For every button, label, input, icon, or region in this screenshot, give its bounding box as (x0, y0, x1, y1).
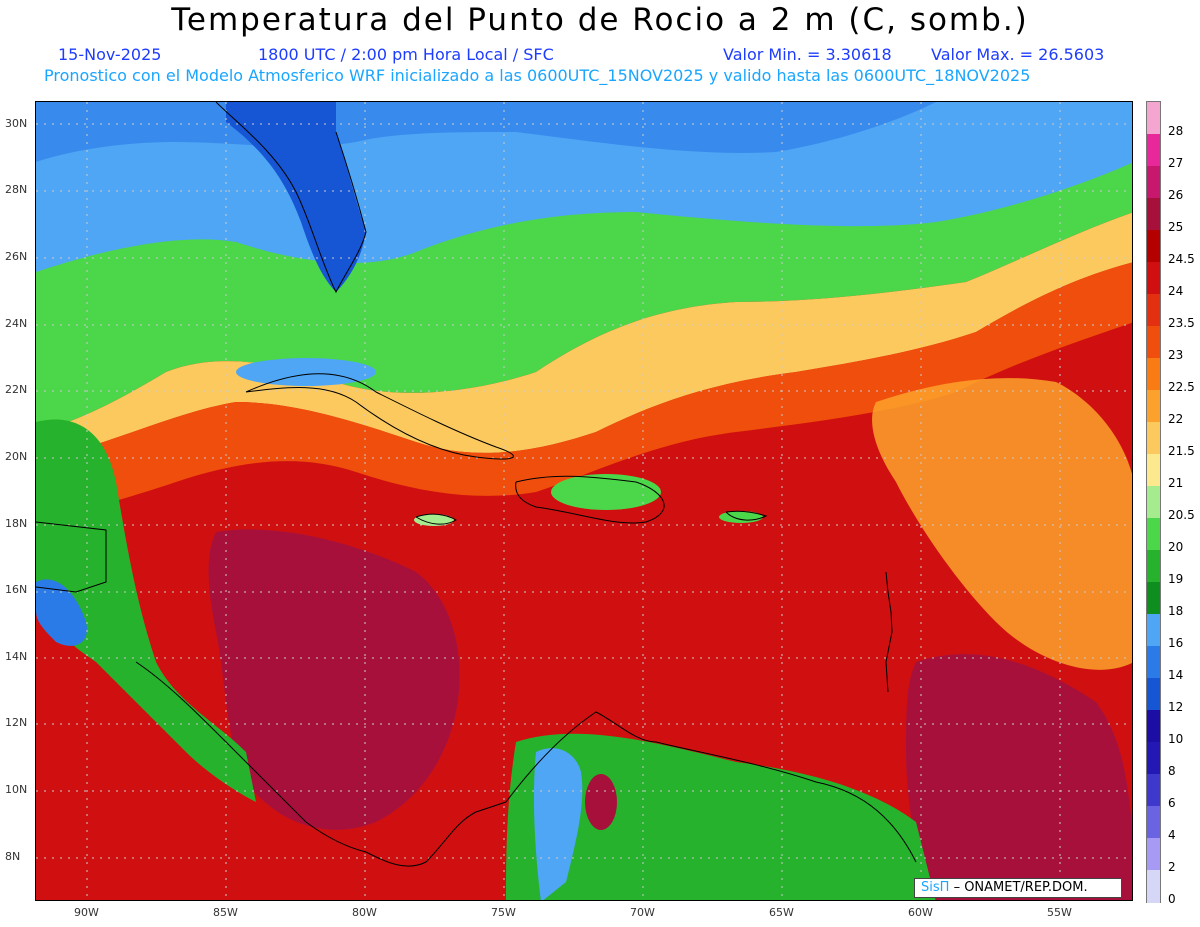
colorbar-segment (1147, 742, 1160, 775)
lat-label: 14N (5, 650, 28, 663)
colorbar-segment (1147, 582, 1160, 615)
colorbar-label: 12 (1168, 700, 1184, 714)
colorbar-label: 14 (1168, 668, 1184, 682)
lat-label: 8N (5, 850, 21, 863)
forecast-date: 15-Nov-2025 (58, 45, 162, 64)
lat-label: 20N (5, 450, 28, 463)
credit-brand: SisΠ (921, 880, 950, 895)
colorbar-segment (1147, 166, 1160, 199)
colorbar-segment (1147, 262, 1160, 295)
map-svg (36, 102, 1132, 900)
colorbar-label: 18 (1168, 604, 1184, 618)
colorbar-label: 23 (1168, 348, 1184, 362)
colorbar-segment (1147, 646, 1160, 679)
time-info: 1800 UTC / 2:00 pm Hora Local / SFC (258, 45, 554, 64)
min-value: Valor Min. = 3.30618 (723, 45, 892, 64)
colorbar-label: 24 (1168, 284, 1184, 298)
colorbar-segment (1147, 614, 1160, 647)
dewpoint-map (35, 101, 1133, 901)
lon-label: 90W (74, 906, 99, 919)
lon-label: 85W (213, 906, 238, 919)
lat-label: 16N (5, 583, 28, 596)
lat-label: 12N (5, 716, 28, 729)
colorbar-label: 4 (1168, 828, 1176, 842)
colorbar-segment (1147, 326, 1160, 359)
colorbar-label: 19 (1168, 572, 1184, 586)
lon-label: 55W (1047, 906, 1072, 919)
colorbar-label: 2 (1168, 860, 1176, 874)
colorbar-segment (1147, 358, 1160, 391)
lon-label: 75W (491, 906, 516, 919)
colorbar-label: 23.5 (1168, 316, 1195, 330)
credit-org: – ONAMET/REP.DOM. (953, 880, 1088, 895)
colorbar-label: 25 (1168, 220, 1184, 234)
colorbar-label: 26 (1168, 188, 1184, 202)
lon-label: 70W (630, 906, 655, 919)
colorbar-segment (1147, 710, 1160, 743)
map-title: Temperatura del Punto de Rocio a 2 m (C,… (171, 2, 1029, 38)
lat-label: 28N (5, 183, 28, 196)
colorbar-segment (1147, 550, 1160, 583)
colorbar-segment (1147, 454, 1160, 487)
colorbar-segment (1147, 390, 1160, 423)
colorbar (1146, 101, 1161, 903)
colorbar-label: 20 (1168, 540, 1184, 554)
colorbar-segment (1147, 806, 1160, 839)
colorbar-segment (1147, 102, 1160, 135)
lat-label: 18N (5, 517, 28, 530)
colorbar-label: 28 (1168, 124, 1184, 138)
colorbar-segment (1147, 294, 1160, 327)
colorbar-label: 8 (1168, 764, 1176, 778)
lat-label: 24N (5, 317, 28, 330)
colorbar-segment (1147, 230, 1160, 263)
colorbar-segment (1147, 134, 1160, 167)
colorbar-segment (1147, 870, 1160, 903)
colorbar-segment (1147, 518, 1160, 551)
credit-box: SisΠ – ONAMET/REP.DOM. (914, 878, 1122, 898)
colorbar-label: 22 (1168, 412, 1184, 426)
colorbar-label: 10 (1168, 732, 1184, 746)
lon-label: 65W (769, 906, 794, 919)
colorbar-label: 0 (1168, 892, 1176, 906)
colorbar-label: 24.5 (1168, 252, 1195, 266)
lat-label: 30N (5, 117, 28, 130)
colorbar-segment (1147, 838, 1160, 871)
lat-label: 26N (5, 250, 28, 263)
colorbar-segment (1147, 486, 1160, 519)
coastlines (36, 102, 917, 867)
colorbar-label: 22.5 (1168, 380, 1195, 394)
colorbar-segment (1147, 198, 1160, 231)
lon-label: 60W (908, 906, 933, 919)
colorbar-label: 21 (1168, 476, 1184, 490)
colorbar-segment (1147, 422, 1160, 455)
colorbar-label: 20.5 (1168, 508, 1195, 522)
max-value: Valor Max. = 26.5603 (931, 45, 1105, 64)
grid-lines (36, 102, 1132, 900)
lat-label: 22N (5, 383, 28, 396)
colorbar-label: 27 (1168, 156, 1184, 170)
colorbar-label: 16 (1168, 636, 1184, 650)
colorbar-label: 21.5 (1168, 444, 1195, 458)
lon-label: 80W (352, 906, 377, 919)
model-info: Pronostico con el Modelo Atmosferico WRF… (44, 66, 1031, 85)
lat-label: 10N (5, 783, 28, 796)
colorbar-segment (1147, 774, 1160, 807)
colorbar-segment (1147, 678, 1160, 711)
colorbar-label: 6 (1168, 796, 1176, 810)
